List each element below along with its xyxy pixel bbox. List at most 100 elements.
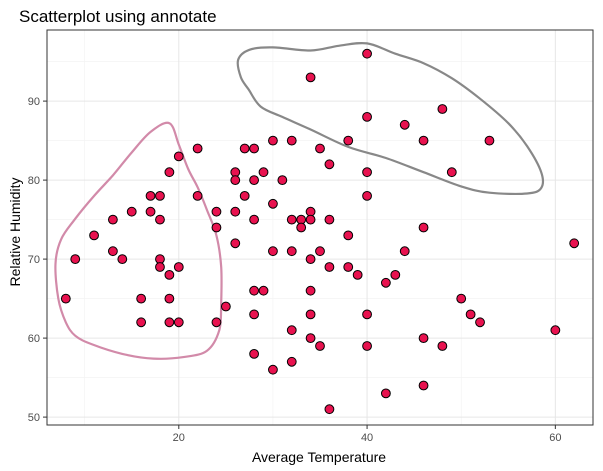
scatter-point [258,167,269,178]
scatter-point [437,341,448,351]
x-axis: 20 40 60 [173,425,561,444]
scatter-point [390,270,401,280]
scatter-point [418,222,429,233]
scatter-point [230,206,241,217]
scatter-point [249,285,260,296]
scatter-point [362,112,372,122]
scatter-point [305,285,316,296]
annotation-layer [54,41,545,360]
scatter-point [324,159,335,170]
scatter-point [145,206,156,217]
scatter-point [107,214,118,225]
scatter-point [164,293,175,304]
scatter-point [136,317,147,328]
y-tick-label: 80 [28,175,40,187]
y-tick-label: 50 [28,412,40,424]
scatter-point [305,254,316,265]
scatter-point [89,230,99,241]
y-tick-label: 60 [28,333,40,345]
x-axis-title: Average Temperature [252,449,386,465]
scatter-point [268,135,278,146]
scatter-point [249,309,260,320]
scatter-point [315,341,325,351]
scatter-point [211,317,222,328]
scatter-point [446,167,457,178]
scatter-point [286,356,297,367]
scatter-point [418,135,429,146]
y-axis: 50 60 70 80 90 [28,96,47,424]
scatter-point [380,388,391,399]
scatter-point [305,72,316,83]
scatter-point [305,309,316,320]
scatter-point [211,222,222,233]
annotation-outline-2 [236,41,545,196]
scatter-point [324,262,335,272]
x-tick-label: 60 [549,432,561,444]
scatter-point [286,214,297,225]
scatter-point [164,270,175,280]
scatter-point [362,48,372,59]
scatter-point [399,119,410,130]
scatter-point [164,167,175,178]
scatter-point [145,191,156,201]
scatter-point [268,246,278,257]
scatter-point [173,262,184,272]
scatter-point [192,143,203,154]
scatter-point [305,333,316,344]
scatter-point [484,135,495,146]
scatter-point [324,214,335,225]
scatter-point [418,333,429,344]
scatter-point [399,246,410,257]
scatter-point [249,175,260,186]
scatter-point [343,230,354,241]
scatter-point [249,214,260,225]
scatter-point [239,191,250,201]
scatter-point [315,246,325,257]
y-axis-title: Relative Humidity [7,178,23,287]
scatter-point [155,262,165,272]
y-tick-label: 70 [28,254,40,266]
plot-panel-border [46,29,594,426]
scatter-point [173,151,184,162]
scatter-point [230,238,241,249]
scatter-point [286,246,297,257]
x-tick-label: 20 [173,432,185,444]
scatter-point [315,143,325,154]
scatter-point [343,262,354,272]
scatter-point [550,325,561,336]
scatter-point [465,309,476,320]
scatter-point [60,293,71,304]
scatter-point [362,167,372,178]
scatter-point [277,175,288,186]
scatter-point [362,309,372,320]
scatter-point [173,317,184,328]
x-tick-label: 40 [361,432,373,444]
y-tick-label: 90 [28,96,40,108]
scatter-point [211,206,222,217]
scatter-point [324,404,335,415]
scatter-point [239,143,250,154]
scatter-point [362,341,372,351]
scatter-point [155,214,165,225]
scatter-point [286,325,297,336]
data-points [60,48,580,415]
scatter-point [107,246,118,257]
scatter-point [258,285,269,296]
scatter-point [155,191,165,201]
scatter-point [164,317,175,328]
scatter-point [136,293,147,304]
scatter-point [249,143,260,154]
scatter-point [70,254,81,265]
scatter-point [296,222,307,233]
scatter-point [249,349,260,359]
scatter-point [437,104,448,114]
scatter-point [456,293,467,304]
scatter-point [418,380,429,391]
gridlines [47,30,593,425]
scatter-point [117,254,128,265]
scatter-point [305,214,316,225]
annotation-outline-1 [54,121,223,360]
scatter-point [268,364,278,375]
scatter-point [126,206,137,217]
